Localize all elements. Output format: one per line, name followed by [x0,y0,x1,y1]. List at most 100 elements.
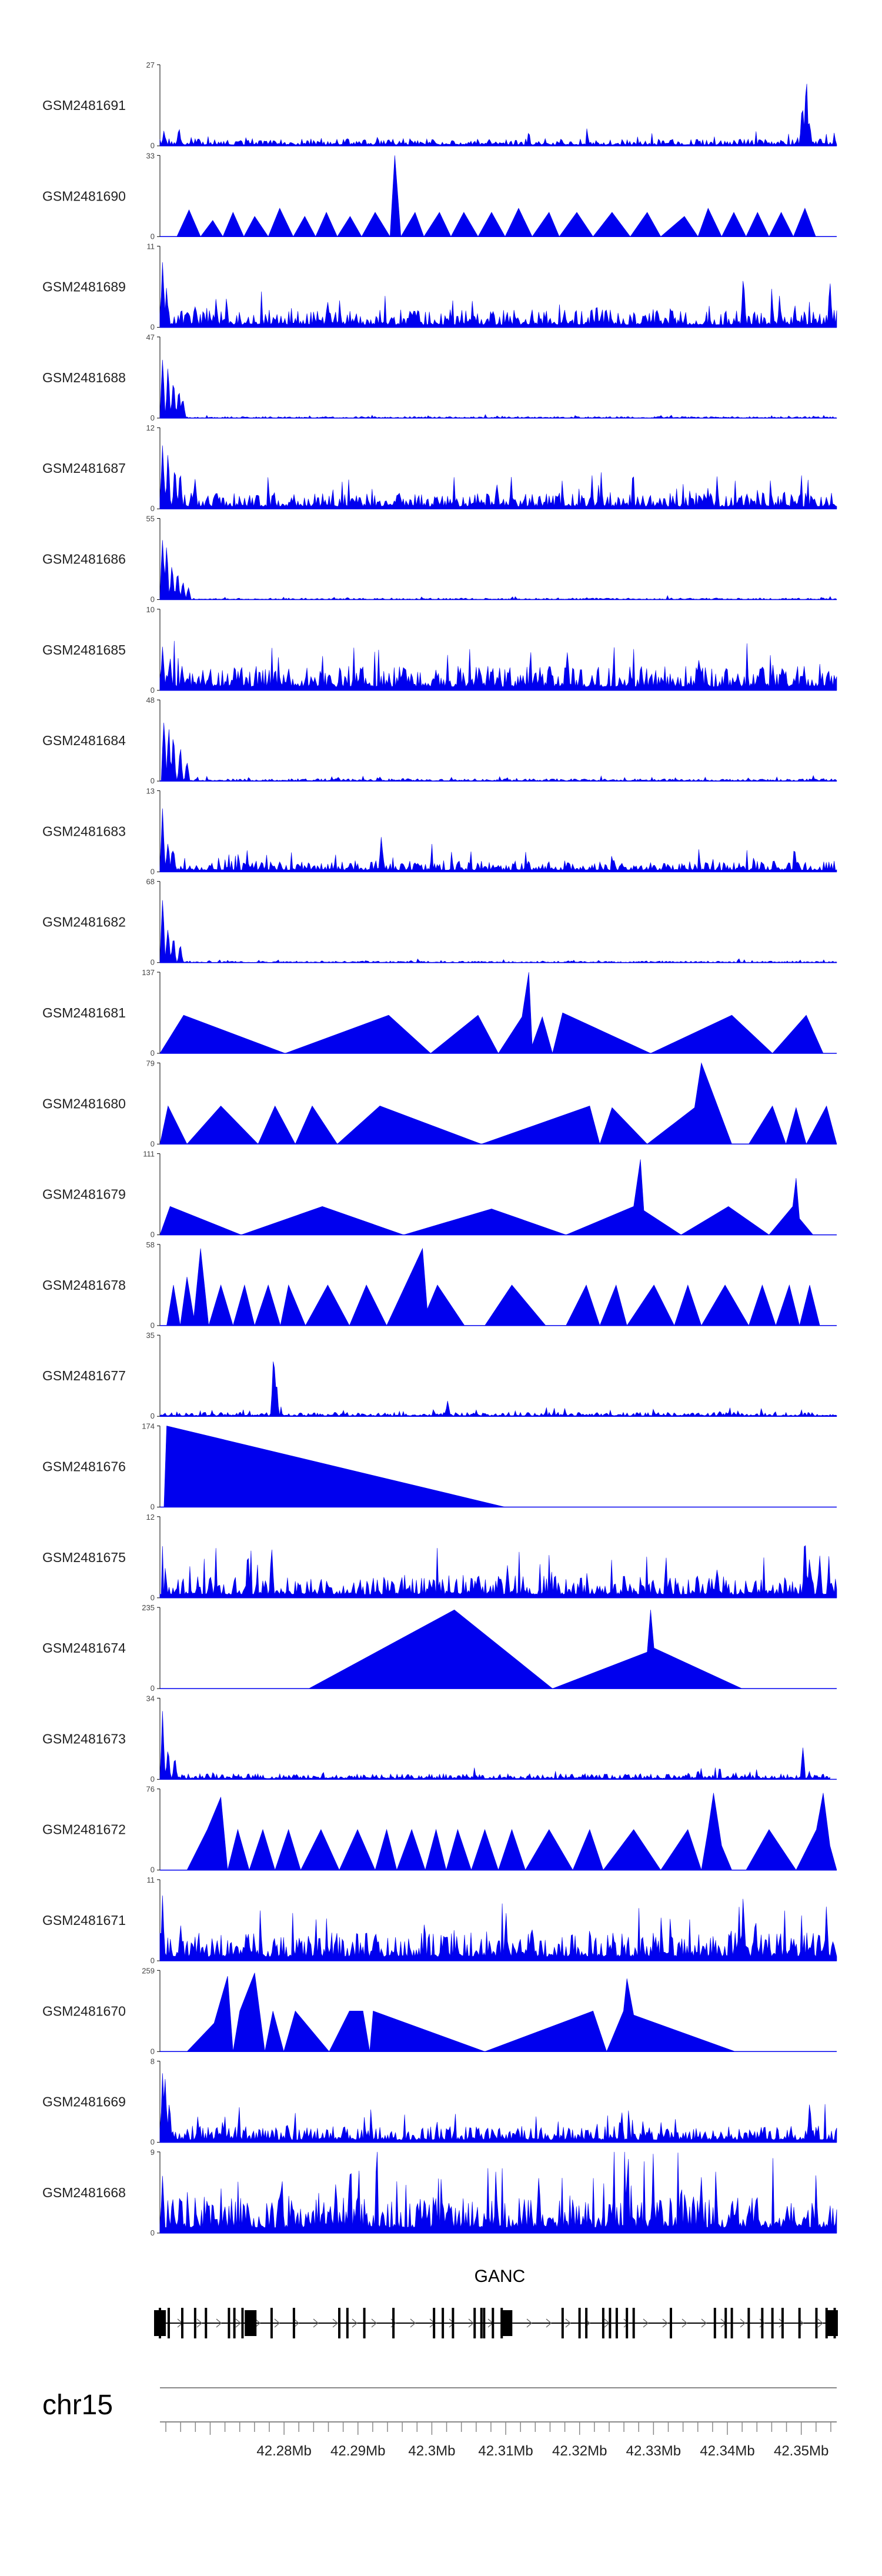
y-zero-label: 0 [151,141,155,150]
exon [392,2308,395,2338]
track-GSM2481691: GSM2481691 27 0 [42,61,837,150]
y-max-label: 137 [142,968,155,977]
exon [492,2308,495,2338]
exon [483,2308,486,2338]
exon [626,2308,629,2338]
y-zero-label: 0 [151,2047,155,2056]
track-label: GSM2481676 [42,1459,126,1474]
y-max-label: 13 [146,786,155,795]
exon [292,2308,295,2338]
track-label: GSM2481672 [42,1822,126,1837]
track-GSM2481682: GSM2481682 68 0 [42,877,837,967]
coverage-area [159,359,837,419]
exon [480,2308,483,2338]
y-zero-label: 0 [151,1774,155,1783]
track-label: GSM2481668 [42,2185,126,2200]
strand-arrow [817,2318,824,2328]
exon [781,2308,784,2338]
y-zero-label: 0 [151,1139,155,1148]
chromosome-label: chr15 [42,2390,113,2421]
track-label: GSM2481691 [42,98,126,113]
coverage-area [159,722,837,782]
y-max-label: 76 [146,1785,155,1794]
y-zero-label: 0 [151,1684,155,1693]
exon [346,2308,349,2338]
y-zero-label: 0 [151,2138,155,2147]
exon [602,2308,604,2338]
y-zero-label: 0 [151,958,155,967]
coverage-area [159,808,837,872]
y-max-label: 11 [147,242,155,251]
utr-block [500,2310,513,2336]
track-label: GSM2481681 [42,1005,126,1020]
exon [433,2308,436,2338]
y-max-label: 10 [146,605,155,614]
track-GSM2481680: GSM2481680 79 0 [42,1059,837,1148]
track-GSM2481679: GSM2481679 111 0 [42,1150,837,1239]
track-GSM2481689: GSM2481689 11 0 [42,242,837,332]
exon [233,2308,236,2338]
axis-tick-label: 42.29Mb [330,2443,385,2459]
track-GSM2481673: GSM2481673 34 0 [42,1694,837,1783]
strand-arrow [779,2318,785,2328]
coverage-area [160,1426,506,1507]
y-zero-label: 0 [151,776,155,785]
exon [205,2308,208,2338]
y-max-label: 48 [146,696,155,705]
axis-ticks: 42.28Mb 42.29Mb 42.3Mb 42.31Mb 42.32Mb 42.33M… [165,2422,831,2459]
track-label: GSM2481683 [42,823,126,839]
strand-arrow [196,2318,203,2328]
track-label: GSM2481690 [42,188,126,203]
y-zero-label: 0 [151,1866,155,1874]
strand-arrow [468,2318,475,2328]
y-zero-label: 0 [151,2228,155,2237]
y-zero-label: 0 [151,1321,155,1330]
y-max-label: 174 [142,1422,155,1431]
y-max-label: 47 [146,333,155,342]
track-GSM2481681: GSM2481681 137 0 [42,968,837,1057]
track-GSM2481668: GSM2481668 9 0 [42,2148,837,2237]
strand-arrow [313,2318,319,2328]
y-zero-label: 0 [151,867,155,876]
strand-arrow [623,2318,630,2328]
exon [473,2308,476,2338]
y-max-label: 12 [146,423,155,432]
y-max-label: 259 [142,1966,155,1975]
y-max-label: 35 [146,1331,155,1340]
exon [670,2308,673,2338]
track-label: GSM2481678 [42,1277,126,1293]
track-label: GSM2481687 [42,461,126,476]
exon [228,2308,230,2338]
exon [578,2308,581,2338]
exon [632,2308,635,2338]
strand-arrow [216,2318,222,2328]
strand-arrow [740,2318,746,2328]
axis-tick-label: 42.3Mb [408,2443,455,2459]
coverage-area [309,1609,743,1689]
track-label: GSM2481679 [42,1187,126,1202]
axis-tick-label: 42.31Mb [478,2443,533,2459]
coverage-area [159,1362,837,1417]
coverage-area [159,2151,837,2234]
coverage-tracks: GSM2481691270GSM2481690330GSM2481689110G… [42,61,837,2237]
y-max-label: 235 [142,1603,155,1612]
track-label: GSM2481671 [42,1913,126,1928]
axis-tick-label: 42.35Mb [774,2443,828,2459]
track-GSM2481676: GSM2481676 174 0 [42,1422,837,1511]
strand-arrow [293,2318,300,2328]
y-zero-label: 0 [151,1412,155,1420]
track-label: GSM2481685 [42,642,126,658]
strand-arrow [410,2318,416,2328]
gene-model-track: GANC [154,2267,838,2338]
coverage-area [159,445,837,509]
y-max-label: 9 [151,2148,155,2157]
exon [270,2308,273,2338]
y-zero-label: 0 [151,323,155,332]
y-zero-label: 0 [151,595,155,604]
utr-block [245,2310,257,2336]
exon [615,2308,618,2338]
track-label: GSM2481689 [42,279,126,295]
y-zero-label: 0 [151,1593,155,1602]
track-label: GSM2481674 [42,1640,126,1656]
